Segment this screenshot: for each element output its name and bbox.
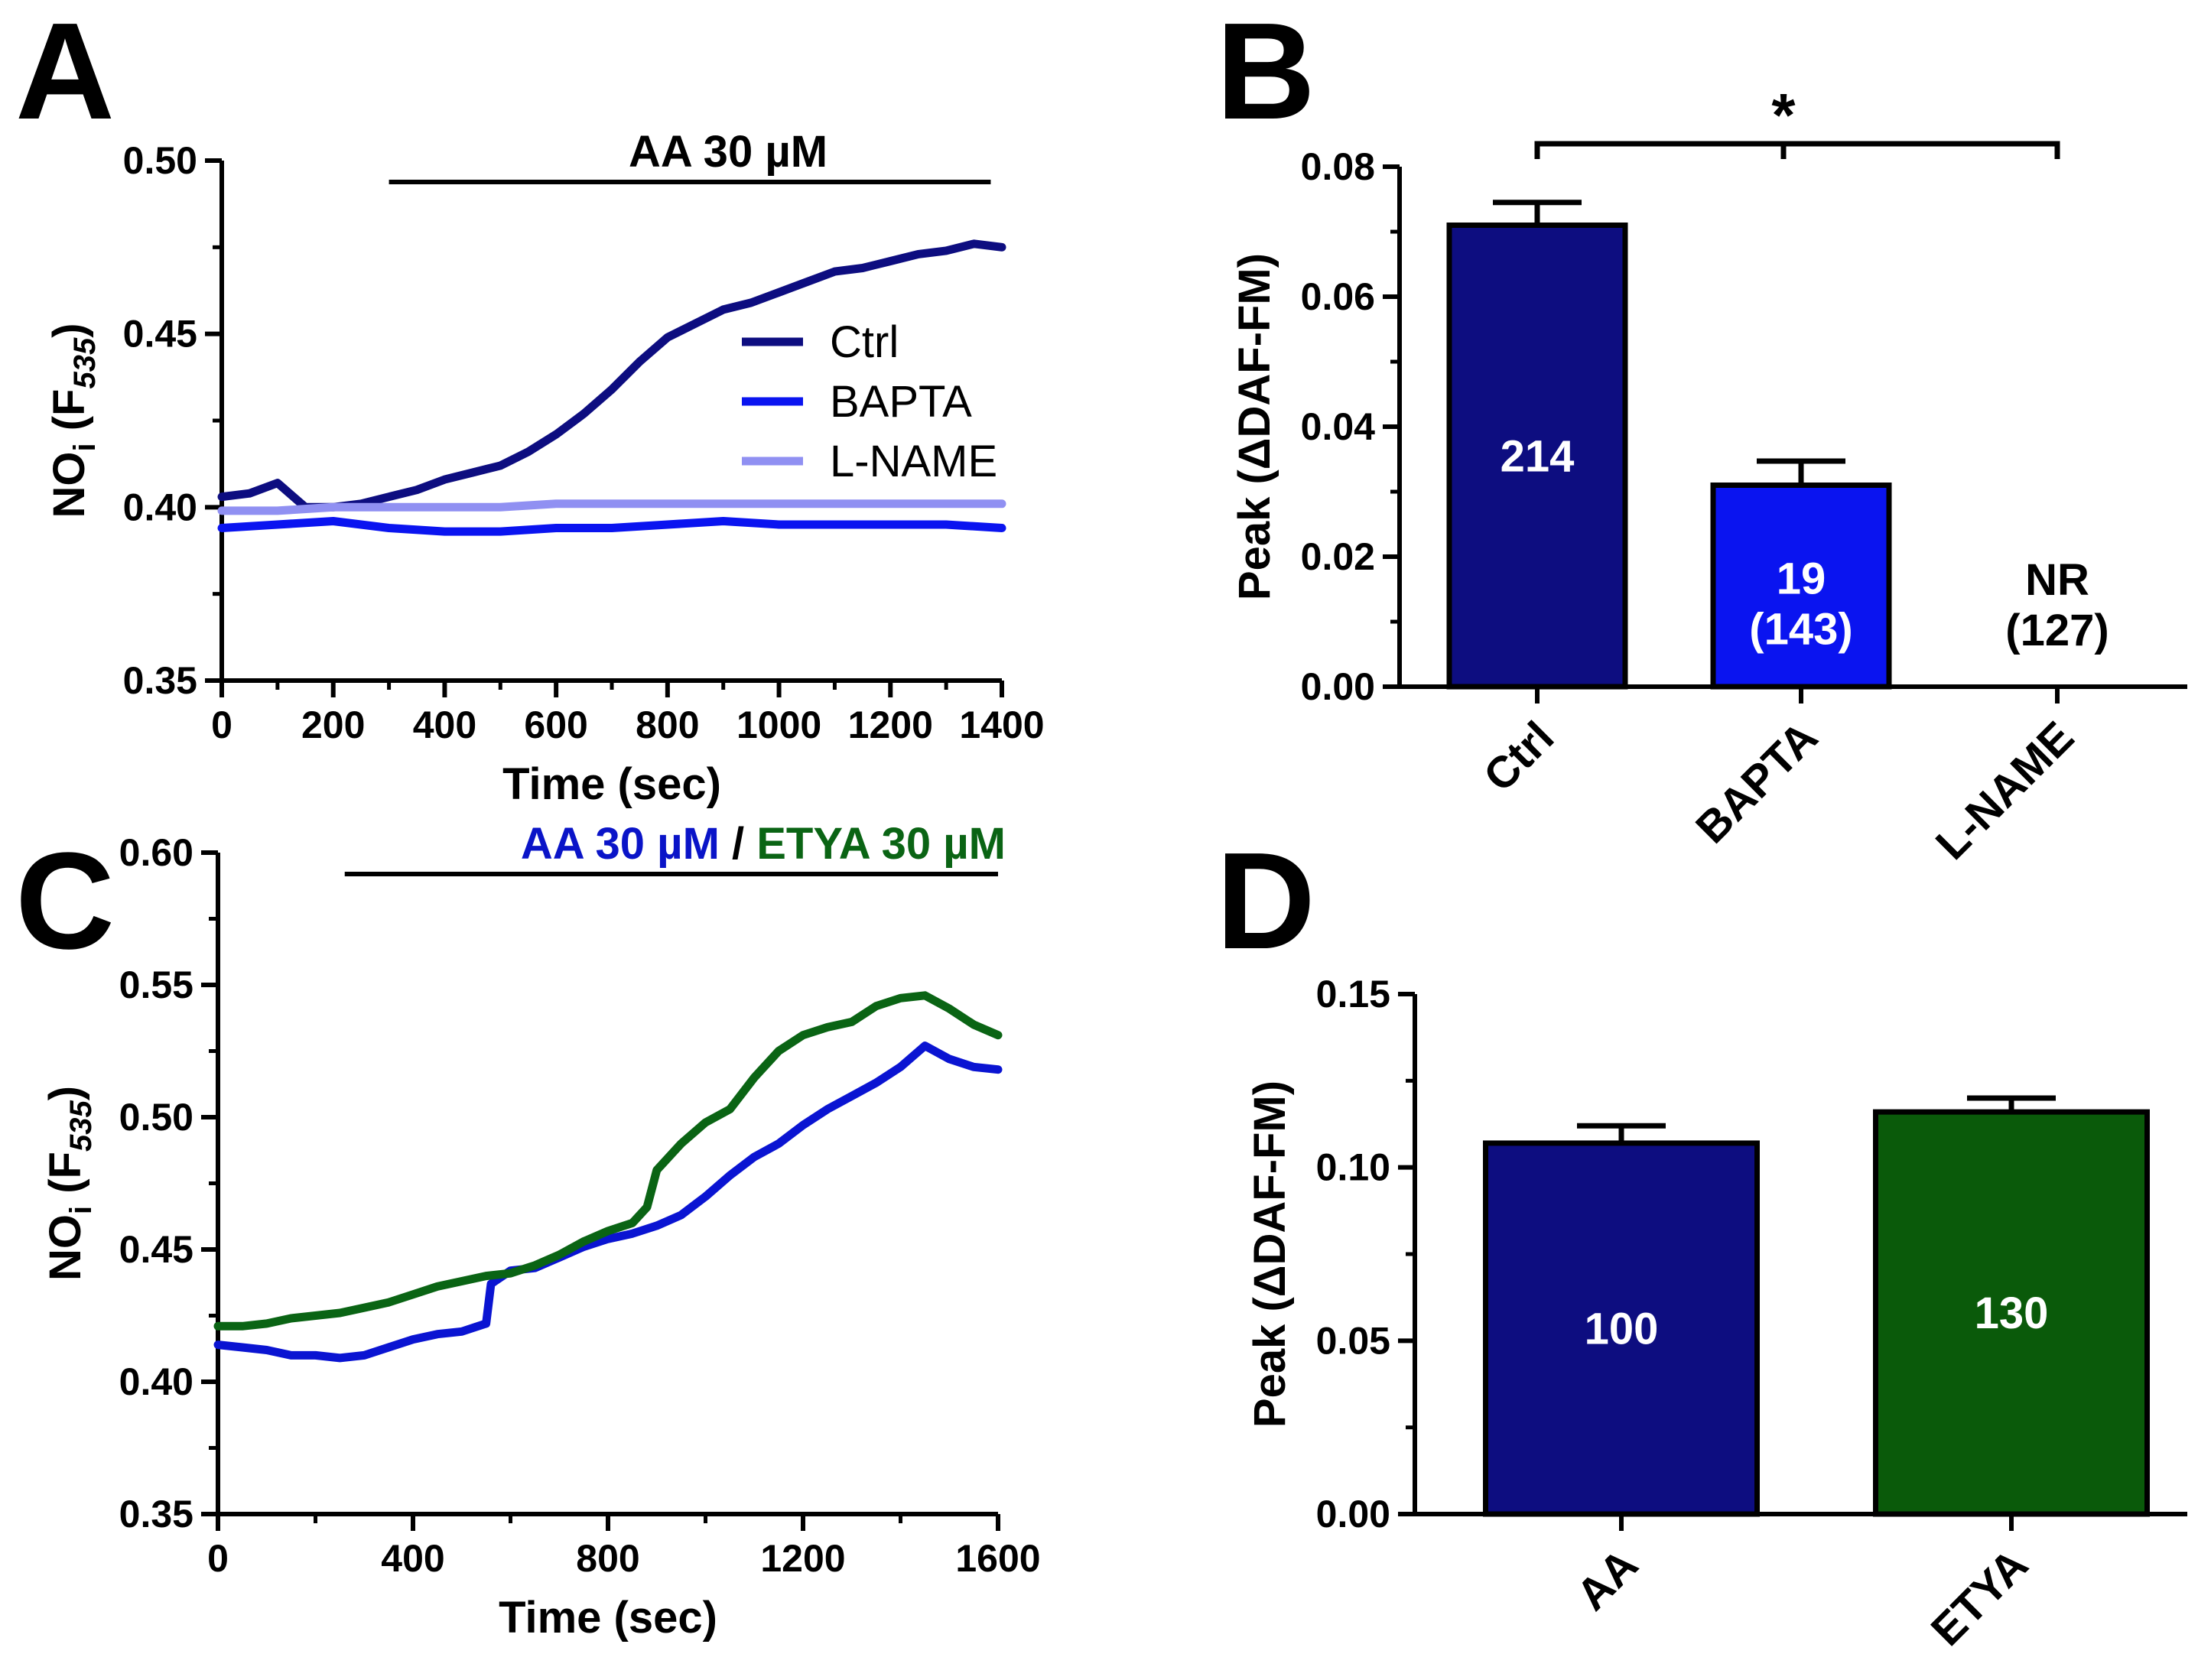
panel-a-x-tick-label: 800 — [636, 704, 699, 746]
panel-c-series-etya — [213, 991, 1003, 1331]
panel-a-x-tick-label: 0 — [211, 704, 232, 746]
panel-c-y-title-open: (F — [41, 1152, 90, 1206]
panel-a-y-tick-label: 0.50 — [123, 139, 197, 182]
panel-a-x-tick-label: 1400 — [959, 704, 1044, 746]
panel-c-y-title-sub2: 535 — [64, 1100, 98, 1152]
panel-d-y-tick-label: 0.15 — [1316, 973, 1390, 1015]
panel-c-series-aa — [213, 1041, 1003, 1363]
panel-a-legend-label-bapta: BAPTA — [830, 377, 972, 427]
panel-c-treatment-label-aa: AA 30 µM — [521, 819, 720, 869]
panel-b-x-tick-label-bapta: BAPTA — [1686, 712, 1827, 853]
panel-c-x-tick-label: 400 — [381, 1537, 444, 1580]
panel-a-treatment-label: AA 30 µM — [629, 127, 827, 177]
panel-a-y-axis-title: NOi (F535) — [44, 323, 102, 518]
panel-b-significance-bracket — [1534, 141, 2060, 159]
panel-letter-c: C — [15, 824, 115, 978]
panel-a-y-tick-label: 0.40 — [123, 486, 197, 528]
panel-a-x-tick-label: 1200 — [848, 704, 933, 746]
panel-d-y-tick-label: 0.05 — [1316, 1319, 1390, 1362]
panel-d-bar-label-etya: 130 — [1975, 1288, 2049, 1338]
panel-c-y-tick-label: 0.40 — [119, 1360, 193, 1403]
panel-a-y-title-open: (F — [44, 389, 94, 444]
panel-b-y-tick-label: 0.02 — [1301, 535, 1375, 578]
panel-b-y-tick-label: 0.06 — [1301, 275, 1375, 318]
panel-letter-d: D — [1216, 824, 1315, 978]
panel-b-x-tick-label-l-name: L-NAME — [1926, 712, 2083, 869]
panel-a-x-axis-title: Time (sec) — [502, 759, 721, 809]
panel-c-y-title-sub: i — [64, 1206, 98, 1214]
panel-b-bar-bapta — [1710, 483, 1892, 690]
panel-d-bar-chart: 0.00 0.05 0.10 0.15 Peak (ΔDAF-FM) AA 100 ETYA 1… — [1245, 973, 2187, 1656]
panel-letter-a: A — [15, 0, 115, 148]
panel-d-bar-etya — [1873, 1109, 2150, 1517]
panel-d-y-tick-label: 0.10 — [1316, 1146, 1390, 1189]
panel-b-bar-label-ctrl: 214 — [1501, 431, 1575, 481]
panel-b-bar-label-bapta: (143) — [1749, 604, 1852, 654]
panel-c-x-tick-label: 0 — [207, 1537, 229, 1580]
panel-letter-b: B — [1216, 0, 1315, 148]
panel-c-y-tick-label: 0.35 — [119, 1493, 193, 1535]
panel-c-y-tick-label: 0.55 — [119, 963, 193, 1006]
panel-d-x-tick-label-etya: ETYA — [1922, 1539, 2038, 1656]
panel-a-y-title-main: NO — [44, 452, 94, 518]
panel-d-x-tick-label-aa: AA — [1567, 1539, 1647, 1620]
panel-a-legend-label-l-name: L-NAME — [830, 437, 997, 486]
panel-a-x-tick-label: 600 — [524, 704, 587, 746]
panel-a-series-bapta — [217, 517, 1006, 536]
panel-b-y-axis-title: Peak (ΔDAF-FM) — [1230, 253, 1279, 600]
panel-a-y-title-sub: i — [68, 443, 102, 451]
panel-a-x-tick-label: 200 — [301, 704, 365, 746]
panel-d-y-axis-title: Peak (ΔDAF-FM) — [1245, 1080, 1295, 1428]
panel-a-legend-label-ctrl: Ctrl — [830, 317, 899, 367]
panel-a-y-tick-label: 0.45 — [123, 313, 197, 356]
panel-b-bar-chart: 0.00 0.02 0.04 0.06 0.08 Peak (ΔDAF-FM) Ctrl 21… — [1230, 81, 2187, 869]
panel-b-bar-label-l-name: (127) — [2005, 606, 2109, 655]
panel-d-y-tick-label: 0.00 — [1316, 1493, 1390, 1535]
panel-b-y-tick-label: 0.00 — [1301, 665, 1375, 708]
panel-b-bar-label-l-name: NR — [2025, 555, 2089, 605]
panel-c-line-chart: 0.35 0.40 0.45 0.50 0.55 0.60 0 400 800 1200 1600 T… — [41, 819, 1041, 1643]
panel-b-y-tick-label: 0.04 — [1301, 405, 1376, 448]
panel-c-treatment-label-etya: ETYA 30 µM — [756, 819, 1006, 869]
panel-c-y-tick-label: 0.45 — [119, 1228, 193, 1271]
panel-c-y-axis-title: NOi (F535) — [41, 1086, 98, 1281]
panel-a-x-tick-label: 1000 — [736, 704, 821, 746]
panel-c-x-tick-label: 800 — [576, 1537, 639, 1580]
panel-a-y-title-sub2: 535 — [68, 337, 102, 388]
panel-c-treatment-label: AA 30 µM / ETYA 30 µM — [521, 819, 1006, 869]
panel-c-y-title-close: ) — [41, 1086, 90, 1100]
panel-c-y-tick-label: 0.60 — [119, 831, 193, 874]
panel-b-significance-label: * — [1771, 81, 1796, 149]
panel-c-x-tick-label: 1200 — [760, 1537, 845, 1580]
panel-c-treatment-separator: / — [720, 819, 756, 869]
panel-b-y-tick-label: 0.08 — [1301, 145, 1375, 188]
panel-a-series-l-name — [217, 499, 1006, 515]
panel-a-x-tick-label: 400 — [413, 704, 476, 746]
panel-c-x-tick-label: 1600 — [955, 1537, 1040, 1580]
panel-b-x-tick-label-ctrl: Ctrl — [1475, 712, 1564, 801]
panel-a-line-chart: 0.35 0.40 0.45 0.50 0 200 400 600 800 1000 1200 140… — [44, 127, 1045, 809]
panel-c-y-title-main: NO — [41, 1214, 90, 1281]
panel-b-bar-ctrl — [1446, 223, 1628, 690]
panel-b-bar-label-bapta: 19 — [1777, 554, 1826, 603]
panel-a-y-title-close: ) — [44, 323, 94, 337]
panel-c-y-tick-label: 0.50 — [119, 1096, 193, 1139]
panel-a-y-tick-label: 0.35 — [123, 659, 197, 702]
panel-d-bar-label-aa: 100 — [1585, 1304, 1659, 1353]
panel-c-x-axis-title: Time (sec) — [499, 1593, 717, 1643]
